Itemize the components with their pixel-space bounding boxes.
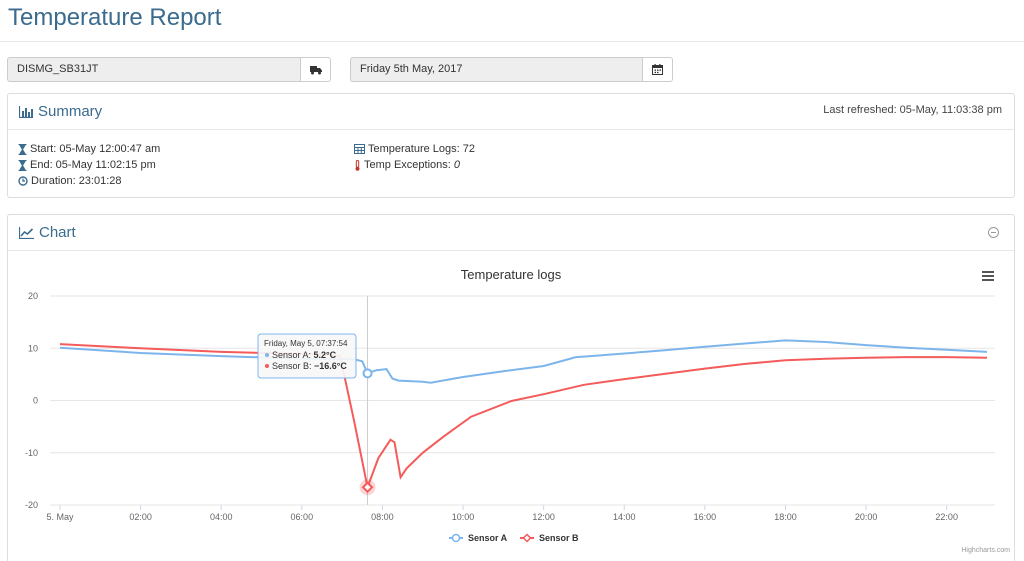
summary-title: Summary xyxy=(19,103,102,120)
temp-exceptions-label: Temp Exceptions: xyxy=(364,159,451,171)
hover-marker-sensor-a xyxy=(362,368,373,379)
x-tick-label: 20:00 xyxy=(855,512,878,522)
line-chart-icon xyxy=(19,226,34,239)
x-tick-label: 18:00 xyxy=(774,512,797,522)
legend-label: Sensor B xyxy=(539,533,579,543)
chart-grid xyxy=(50,295,995,510)
calendar-icon xyxy=(652,64,663,75)
summary-title-text: Summary xyxy=(38,103,103,120)
chart-menu-icon[interactable] xyxy=(982,271,994,281)
tooltip-header: Friday, May 5, 07:37:54 xyxy=(264,339,348,348)
date-selector[interactable]: Friday 5th May, 2017 xyxy=(350,57,673,82)
temperature-logs: Temperature Logs: 72 xyxy=(368,143,476,155)
summary-logs: Temperature Logs: 72 Temp Exceptions: 0 xyxy=(354,141,475,173)
y-tick-label: 0 xyxy=(33,396,38,406)
x-axis-labels: 5. May 02:00 04:00 06:00 08:00 10:00 12:00 14:0… xyxy=(46,512,957,522)
y-tick-label: 20 xyxy=(28,291,38,301)
x-tick-label: 5. May xyxy=(46,512,74,522)
x-tick-label: 08:00 xyxy=(371,512,394,522)
y-tick-label: 10 xyxy=(28,343,38,353)
legend-marker xyxy=(451,533,461,543)
x-tick-label: 10:00 xyxy=(452,512,475,522)
series-line-sensor-a xyxy=(59,339,988,384)
chart-heading: Chart xyxy=(8,215,1014,251)
series-lines xyxy=(59,339,988,496)
title-divider xyxy=(0,41,1024,42)
device-input[interactable]: DISMG_SB31JT xyxy=(7,57,300,82)
legend-item-sensor-a[interactable]: Sensor A xyxy=(449,533,508,543)
chart-panel: Chart xyxy=(7,214,1015,561)
end-row: End: 05-May 11:02:15 pm xyxy=(18,157,160,173)
chart-title: Chart xyxy=(19,224,76,241)
exceptions-row: Temp Exceptions: 0 xyxy=(354,157,475,173)
temp-exceptions-value: 0 xyxy=(453,159,460,171)
chart-title-text: Chart xyxy=(39,224,76,241)
series-line-sensor-b xyxy=(59,343,988,491)
date-input[interactable]: Friday 5th May, 2017 xyxy=(350,57,642,82)
last-refreshed: Last refreshed: 05-May, 11:03:38 pm xyxy=(823,104,1002,116)
logs-row: Temperature Logs: 72 xyxy=(354,141,475,157)
collapse-icon[interactable] xyxy=(988,227,999,238)
chart-title: Temperature logs xyxy=(461,267,562,282)
duration: Duration: 23:01:28 xyxy=(31,175,122,187)
summary-times: Start: 05-May 12:00:47 am End: 05-May 11… xyxy=(18,141,160,189)
summary-heading: Summary Last refreshed: 05-May, 11:03:38… xyxy=(8,94,1014,130)
start-row: Start: 05-May 12:00:47 am xyxy=(18,141,160,157)
clock-icon xyxy=(18,176,28,186)
legend-label: Sensor A xyxy=(468,533,508,543)
thermometer-icon xyxy=(355,159,360,171)
tooltip-dot xyxy=(265,364,269,368)
table-icon xyxy=(354,144,365,154)
y-axis-labels: 20 10 0 -10 -20 xyxy=(25,291,38,510)
legend-marker xyxy=(522,533,532,543)
x-tick-label: 22:00 xyxy=(935,512,958,522)
tooltip-box xyxy=(257,333,357,379)
truck-icon xyxy=(309,65,322,74)
hourglass-icon xyxy=(18,159,27,171)
bar-chart-icon xyxy=(19,105,33,118)
hover-marker-sensor-b xyxy=(361,481,374,494)
legend-item-sensor-b[interactable]: Sensor B xyxy=(520,533,579,543)
tooltip: Friday, May 5, 07:37:54 Sensor A: 5.2°CSe… xyxy=(257,333,357,379)
tooltip-row: Sensor B: −16.6°C xyxy=(272,361,347,371)
duration-row: Duration: 23:01:28 xyxy=(18,173,160,189)
x-tick-label: 14:00 xyxy=(613,512,636,522)
hourglass-icon xyxy=(18,143,27,155)
date-picker-button[interactable] xyxy=(642,57,673,82)
x-tick-label: 04:00 xyxy=(210,512,233,522)
x-tick-label: 06:00 xyxy=(291,512,314,522)
chart-legend: Sensor A Sensor B xyxy=(449,533,579,543)
device-button[interactable] xyxy=(300,57,331,82)
x-tick-label: 16:00 xyxy=(694,512,717,522)
start-time: Start: 05-May 12:00:47 am xyxy=(30,143,161,155)
y-tick-label: -10 xyxy=(25,448,38,458)
summary-panel: Summary Last refreshed: 05-May, 11:03:38… xyxy=(7,93,1015,198)
device-selector[interactable]: DISMG_SB31JT xyxy=(7,57,331,82)
page-title: Temperature Report xyxy=(8,4,222,31)
x-tick-label: 12:00 xyxy=(532,512,555,522)
x-tick-label: 02:00 xyxy=(129,512,152,522)
tooltip-dot xyxy=(265,353,269,357)
highcharts-credits[interactable]: Highcharts.com xyxy=(961,547,1010,554)
tooltip-row: Sensor A: 5.2°C xyxy=(272,350,337,360)
end-time: End: 05-May 11:02:15 pm xyxy=(30,159,156,171)
y-tick-label: -20 xyxy=(25,500,38,510)
